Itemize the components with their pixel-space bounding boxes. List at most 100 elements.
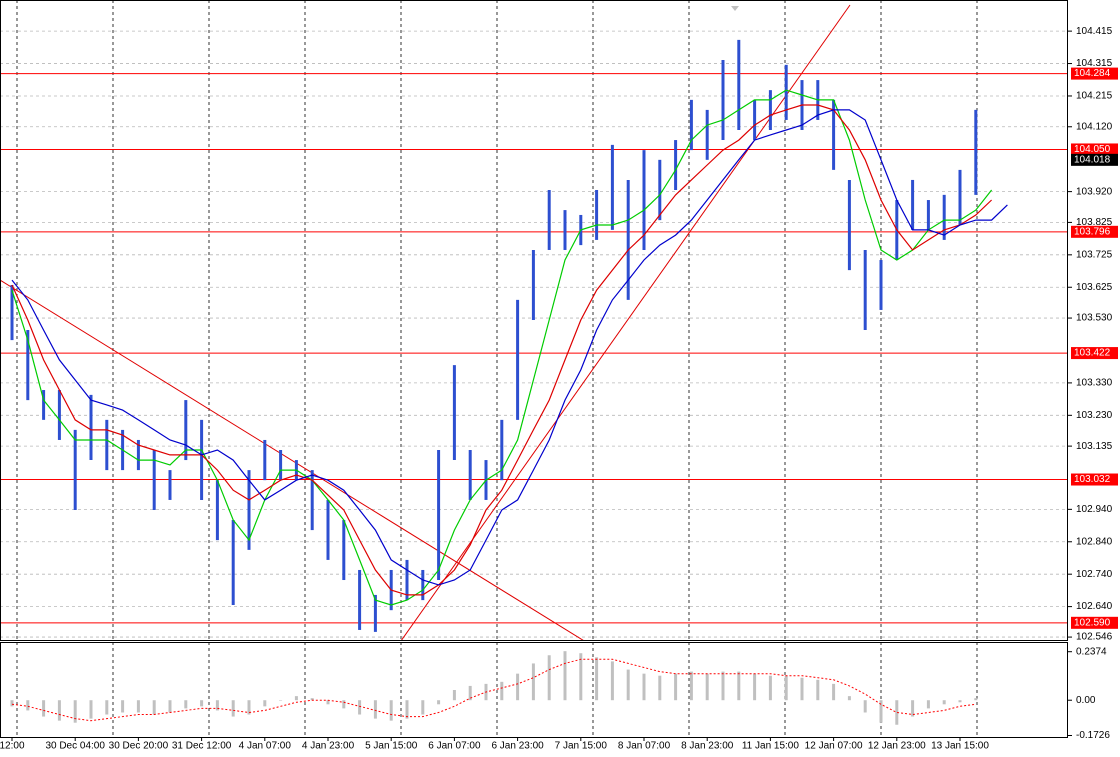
histogram-bar	[263, 700, 267, 707]
histogram-bar	[42, 700, 46, 717]
histogram-bar	[184, 700, 188, 709]
last-price-label: 104.018	[1074, 154, 1111, 165]
histogram-bar	[373, 700, 377, 719]
x-tick-label: 4 Jan 23:00	[302, 741, 355, 752]
histogram-bar	[200, 700, 204, 707]
level-label-box	[1071, 616, 1118, 629]
level-label: 103.032	[1074, 474, 1111, 485]
level-label: 103.422	[1074, 348, 1111, 359]
y-tick-label: 103.135	[1076, 441, 1113, 452]
x-tick-label: 30 Dec 04:00	[45, 741, 105, 752]
y-tick-label: 104.120	[1076, 121, 1113, 132]
histogram-bar	[816, 679, 820, 701]
histogram-bar	[531, 663, 535, 701]
histogram-bar	[974, 698, 978, 701]
histogram-bar	[595, 657, 599, 701]
histogram-bar	[658, 675, 662, 701]
histogram-bar	[753, 673, 757, 701]
histogram-bar	[89, 700, 93, 719]
x-tick-label: 30 Dec 20:00	[109, 741, 169, 752]
indicator-layer	[10, 651, 978, 725]
histogram-bar	[136, 700, 140, 713]
x-tick-label: 12 Jan 07:00	[805, 741, 863, 752]
last-price-box	[1071, 153, 1118, 166]
x-tick-label: 12:00	[0, 741, 25, 752]
histogram-bar	[294, 696, 298, 701]
histogram-bar	[926, 700, 930, 709]
histogram-bar	[879, 700, 883, 723]
histogram-bar	[279, 700, 283, 701]
y-tick-label: 104.415	[1076, 26, 1113, 37]
histogram-bar	[231, 700, 235, 717]
x-tick-label: 5 Jan 15:00	[365, 741, 418, 752]
x-tick-label: 6 Jan 07:00	[428, 741, 481, 752]
x-tick-label: 7 Jan 15:00	[555, 741, 608, 752]
histogram-bar	[73, 700, 77, 723]
histogram-bar	[342, 700, 346, 709]
histogram-bar	[326, 700, 330, 705]
histogram-bar	[389, 700, 393, 721]
x-tick-label: 11 Jan 15:00	[742, 741, 800, 752]
level-label-box	[1071, 473, 1118, 486]
x-tick-label: 31 Dec 12:00	[172, 741, 232, 752]
y-tick-label: 103.330	[1076, 378, 1113, 389]
histogram-bar	[57, 700, 61, 721]
histogram-bar	[642, 673, 646, 701]
plot-frame	[0, 0, 1068, 641]
histogram-bar	[547, 655, 551, 701]
moving-average	[11, 104, 993, 596]
y-tick-label: 102.940	[1076, 504, 1113, 515]
level-label: 104.050	[1074, 144, 1111, 155]
indicator-tick-label: 0.00	[1076, 695, 1096, 706]
y-tick-label: 103.230	[1076, 410, 1113, 421]
histogram-bar	[26, 700, 30, 711]
y-tick-label: 103.530	[1076, 313, 1113, 324]
histogram-bar	[437, 700, 441, 705]
y-tick-label: 104.315	[1076, 58, 1113, 69]
moving-average	[11, 89, 993, 606]
histogram-bar	[768, 675, 772, 701]
level-label: 103.796	[1074, 226, 1111, 237]
histogram-bar	[626, 669, 630, 701]
level-label-box	[1071, 143, 1118, 156]
y-tick-label: 103.920	[1076, 186, 1113, 197]
y-tick-label: 103.825	[1076, 217, 1113, 228]
x-tick-label: 8 Jan 23:00	[681, 741, 734, 752]
level-label-box	[1071, 347, 1118, 360]
y-tick-label: 102.546	[1076, 632, 1113, 643]
axis-layer: 104.415 104.315 104.215 104.120 103.920 103.8…	[0, 26, 1118, 752]
histogram-bar	[863, 700, 867, 713]
histogram-bar	[452, 690, 456, 701]
histogram-bar	[895, 700, 899, 725]
histogram-bar	[563, 651, 567, 701]
histogram-bar	[942, 700, 946, 705]
histogram-bar	[832, 683, 836, 701]
y-tick-label: 103.625	[1076, 282, 1113, 293]
histogram-bar	[247, 700, 251, 715]
histogram-bar	[310, 698, 314, 701]
histogram-bar	[958, 700, 962, 703]
y-tick-label: 102.640	[1076, 601, 1113, 612]
y-tick-label: 103.725	[1076, 249, 1113, 260]
histogram-bar	[689, 671, 693, 701]
histogram-bar	[674, 673, 678, 701]
histogram-bar	[421, 700, 425, 715]
histogram-bar	[105, 700, 109, 715]
indicator-tick-label: 0.2374	[1076, 646, 1107, 657]
x-tick-label: 12 Jan 23:00	[868, 741, 926, 752]
histogram-bar	[800, 677, 804, 701]
level-label: 102.590	[1074, 617, 1111, 628]
level-label-box	[1071, 225, 1118, 238]
moving-average	[11, 109, 1008, 586]
x-tick-label: 4 Jan 07:00	[239, 741, 292, 752]
trend-line	[0, 279, 586, 641]
indicator-tick-label: -0.1726	[1076, 730, 1110, 741]
histogram-bar	[784, 675, 788, 701]
histogram-bar	[847, 696, 851, 701]
histogram-bar	[500, 681, 504, 701]
period-marker	[731, 6, 739, 11]
histogram-bar	[911, 700, 915, 717]
level-label: 104.284	[1074, 68, 1111, 79]
